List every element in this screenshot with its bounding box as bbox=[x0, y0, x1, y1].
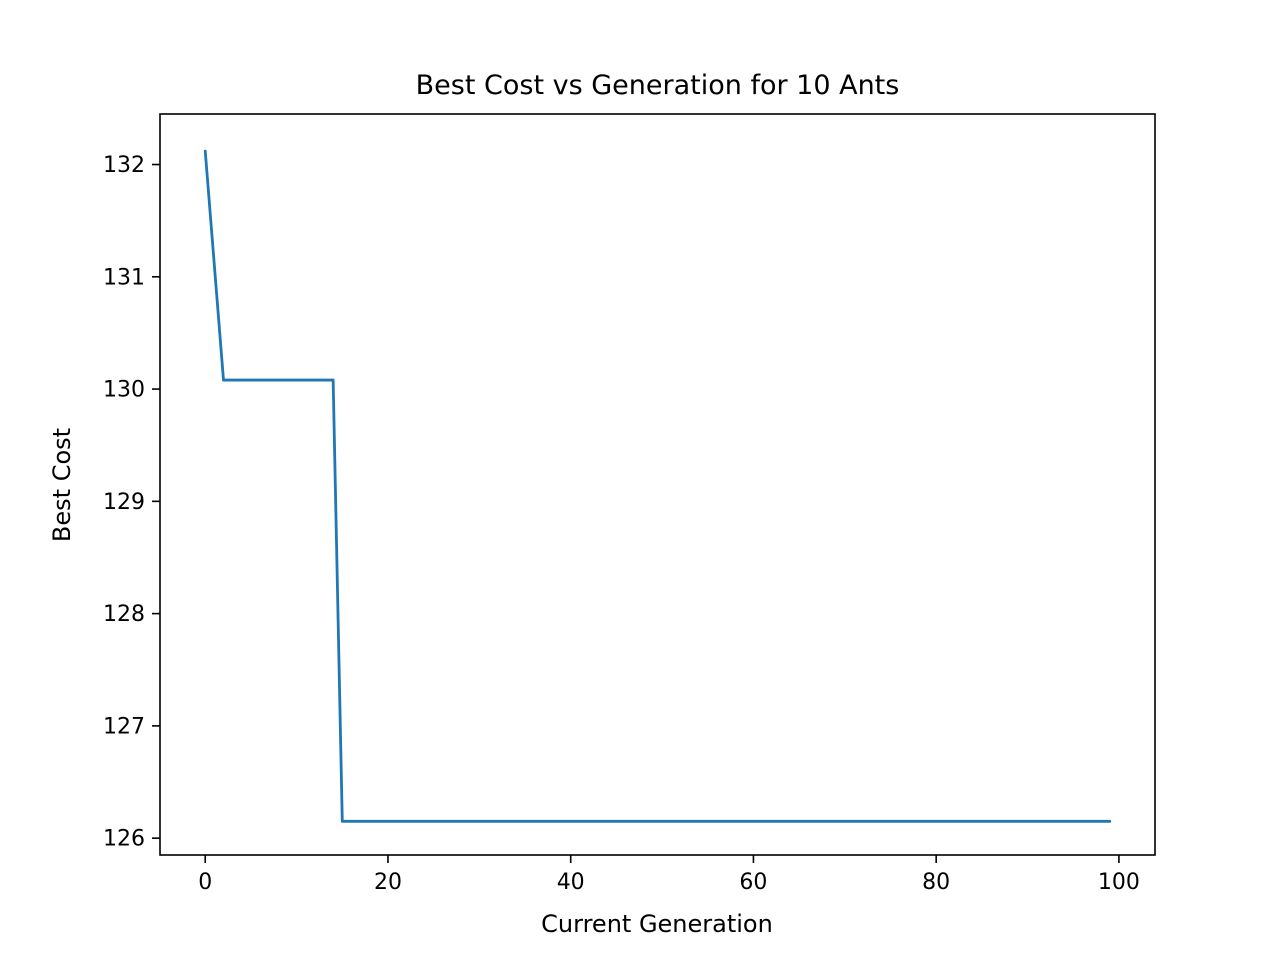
x-tick-label: 0 bbox=[198, 870, 212, 895]
x-tick-label: 60 bbox=[739, 870, 767, 895]
y-axis-label: Best Cost bbox=[48, 427, 76, 543]
y-tick-label: 130 bbox=[103, 378, 145, 403]
axes-spines bbox=[159, 113, 1156, 856]
x-tick-label: 100 bbox=[1098, 870, 1140, 895]
y-tick-label: 126 bbox=[103, 827, 145, 852]
y-tick-label: 129 bbox=[103, 490, 145, 515]
x-axis-label: Current Generation bbox=[541, 910, 773, 938]
plot-background bbox=[160, 114, 1155, 855]
y-tick-label: 131 bbox=[103, 265, 145, 290]
y-tick-label: 127 bbox=[103, 714, 145, 739]
y-tick-label: 128 bbox=[103, 602, 145, 627]
chart-title: Best Cost vs Generation for 10 Ants bbox=[415, 70, 900, 101]
x-tick-label: 40 bbox=[557, 870, 585, 895]
line-best-cost bbox=[203, 149, 1112, 823]
x-tick-label: 80 bbox=[922, 870, 950, 895]
x-tick-label: 20 bbox=[374, 870, 402, 895]
y-tick-label: 132 bbox=[103, 153, 145, 178]
